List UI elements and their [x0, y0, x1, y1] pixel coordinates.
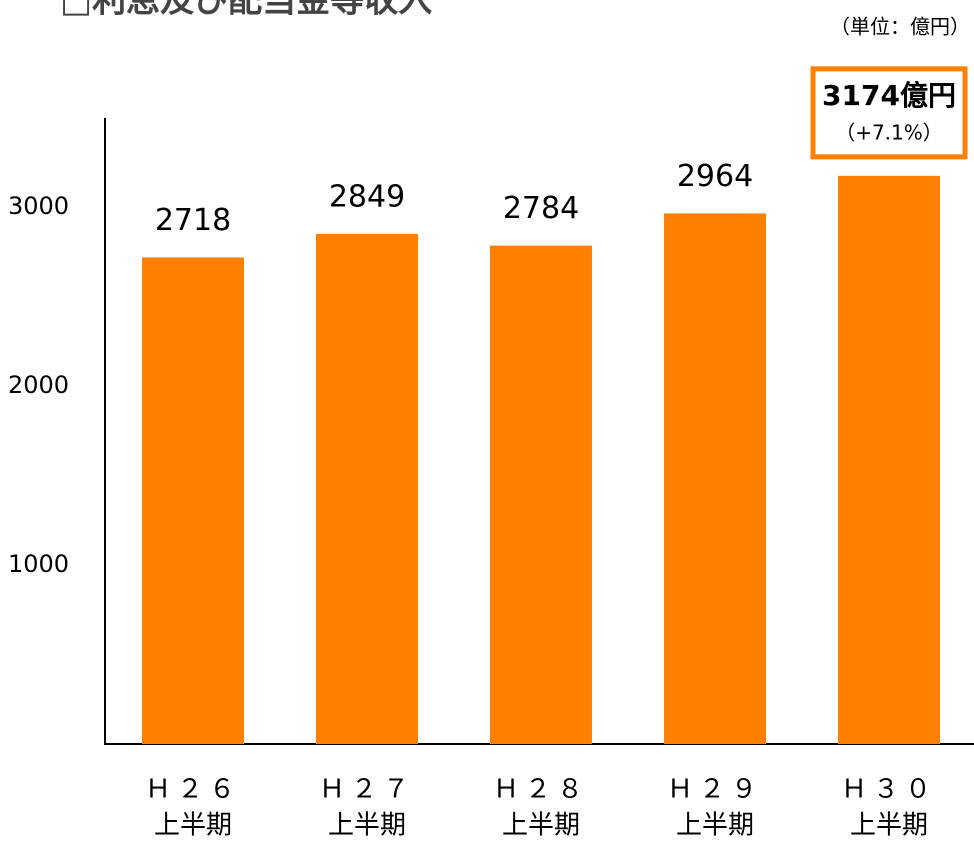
y-tick-label: 2000	[8, 371, 69, 399]
x-tick-label: Ｈ２６	[145, 775, 241, 805]
bar	[664, 213, 766, 745]
x-tick-label: Ｈ３０	[841, 775, 937, 805]
data-label: 2718	[155, 203, 231, 238]
bar	[490, 245, 592, 744]
y-tick-label: 3000	[8, 192, 69, 220]
chart-title: □利息及び配当金等収入	[60, 0, 432, 21]
highlight-box	[810, 66, 968, 160]
x-tick-sublabel: 上半期	[502, 811, 580, 841]
x-tick-label: Ｈ２８	[493, 775, 589, 805]
bar	[142, 257, 244, 744]
x-tick-sublabel: 上半期	[154, 811, 232, 841]
bar	[838, 175, 940, 744]
annotation: （+7.1%）	[835, 120, 943, 144]
data-label: 3174億円	[822, 79, 956, 112]
x-tick-label: Ｈ２９	[667, 775, 763, 805]
data-label: 2849	[329, 180, 405, 215]
data-label: 2964	[677, 159, 753, 194]
y-tick-label: 1000	[8, 550, 69, 578]
bar	[316, 234, 418, 745]
x-tick-sublabel: 上半期	[676, 811, 754, 841]
x-tick-sublabel: 上半期	[850, 811, 928, 841]
x-tick-sublabel: 上半期	[328, 811, 406, 841]
unit-label: （単位：億円）	[830, 15, 970, 39]
data-label: 2784	[503, 191, 579, 226]
x-tick-label: Ｈ２７	[319, 775, 415, 805]
